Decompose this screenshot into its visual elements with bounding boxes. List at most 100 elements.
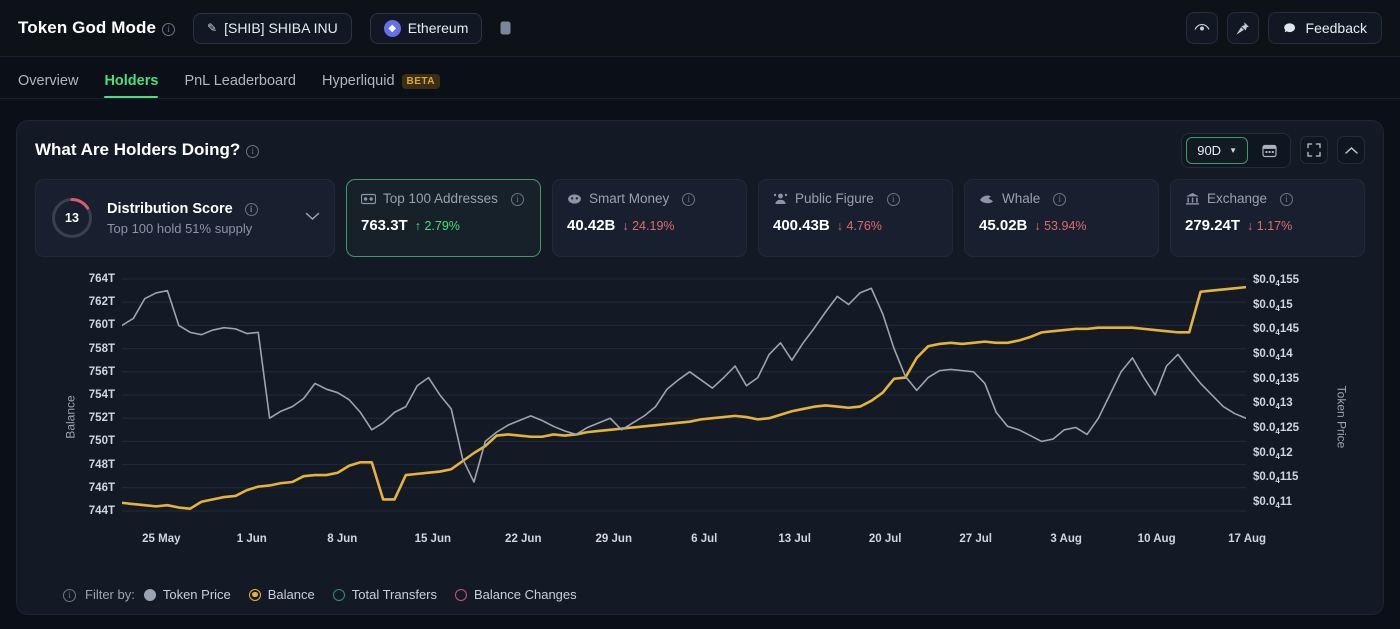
watchlist-eye-icon[interactable] (1185, 12, 1218, 44)
x-tick: 22 Jun (505, 533, 542, 545)
distribution-score-value: 13 (65, 211, 79, 225)
metric-change: ↓ 4.76% (836, 219, 882, 233)
pin-icon[interactable] (1226, 12, 1259, 44)
collapse-panel-icon[interactable] (1337, 136, 1365, 164)
time-range-select[interactable]: 90D ▼ (1186, 136, 1248, 164)
metric-label: Smart Money (589, 191, 670, 206)
filter-by-label: Filter by: (85, 587, 135, 602)
panel-title-info-icon[interactable] (246, 144, 260, 158)
metric-value: 400.43B (773, 217, 830, 234)
metric-card-smart-money[interactable]: Smart Money 40.42B ↓ 24.19% (552, 179, 747, 257)
chevron-down-icon: ▼ (1229, 145, 1237, 155)
distribution-score-text: Distribution Score Top 100 hold 51% supp… (107, 201, 284, 236)
metric-info-icon[interactable] (1280, 193, 1294, 206)
public-figure-icon (773, 192, 788, 205)
y2-tick: $0.04115 (1253, 471, 1299, 486)
metric-info-icon[interactable] (682, 193, 696, 206)
page-title: Token God Mode (18, 18, 157, 37)
tab-overview[interactable]: Overview (18, 73, 78, 98)
y2-tick: $0.0414 (1253, 347, 1293, 363)
token-selector-pill[interactable]: ✎ [SHIB] SHIBA INU (193, 12, 352, 44)
ethereum-icon: ◆ (383, 19, 401, 37)
panel-title: What Are Holders Doing? (35, 140, 241, 159)
panel-header: What Are Holders Doing? 90D ▼ (17, 121, 1383, 179)
page-title-info-icon[interactable] (162, 22, 176, 36)
metric-value: 45.02B (979, 217, 1028, 234)
metric-change: ↑ 2.79% (414, 219, 460, 233)
feedback-button[interactable]: Feedback (1267, 12, 1382, 44)
metric-label: Public Figure (795, 191, 874, 206)
copy-icon[interactable] (494, 15, 516, 41)
x-tick: 29 Jun (595, 533, 632, 545)
tab-holders[interactable]: Holders (104, 73, 159, 98)
chat-icon (1283, 22, 1295, 32)
top-bar: Token God Mode ✎ [SHIB] SHIBA INU ◆ Ethe… (0, 0, 1400, 57)
token-name: [SHIB] SHIBA INU (224, 20, 338, 36)
y2-tick: $0.0411 (1253, 495, 1293, 511)
y-tick: 758T (88, 342, 115, 355)
filter-balance[interactable]: Balance (248, 587, 315, 602)
y-tick: 760T (88, 319, 115, 332)
metric-info-icon[interactable] (510, 193, 524, 206)
filter-info-icon[interactable] (63, 589, 76, 602)
metric-card-exchange[interactable]: Exchange 279.24T ↓ 1.17% (1170, 179, 1365, 257)
metric-info-icon[interactable] (886, 193, 900, 206)
metric-card-top-100-addresses[interactable]: Top 100 Addresses 763.3T ↑ 2.79% (346, 179, 541, 257)
calendar-icon[interactable] (1252, 137, 1286, 164)
distribution-score-card[interactable]: 13 Distribution Score Top 100 hold 51% s… (35, 179, 335, 257)
y2-tick: $0.04135 (1253, 372, 1300, 387)
pencil-icon: ✎ (207, 21, 218, 35)
distribution-score-title: Distribution Score (107, 200, 233, 217)
distribution-score-info-icon[interactable] (244, 203, 258, 216)
metric-card-public-figure[interactable]: Public Figure 400.43B ↓ 4.76% (758, 179, 953, 257)
x-tick: 1 Jun (236, 533, 267, 545)
metric-value: 279.24T (1185, 217, 1241, 234)
chain-selector-pill[interactable]: ◆ Ethereum (369, 12, 483, 44)
holders-panel: What Are Holders Doing? 90D ▼ (16, 120, 1384, 615)
metric-info-icon[interactable] (1053, 193, 1067, 206)
tab-pnl-leaderboard-label: PnL Leaderboard (184, 73, 296, 89)
filter-total-transfers[interactable]: Total Transfers (332, 587, 437, 602)
metric-change: ↓ 1.17% (1247, 219, 1293, 233)
x-tick: 8 Jun (327, 533, 358, 545)
radio-icon (248, 588, 261, 601)
y2-tick: $0.04155 (1253, 273, 1300, 289)
x-tick: 10 Aug (1137, 533, 1176, 545)
fullscreen-icon[interactable] (1300, 136, 1328, 164)
x-tick: 25 May (142, 533, 181, 545)
metric-label: Whale (1002, 191, 1041, 206)
y-tick: 764T (88, 273, 115, 285)
chevron-down-icon[interactable] (297, 212, 320, 224)
tab-bar: Overview Holders PnL Leaderboard Hyperli… (0, 57, 1400, 99)
series-line-token-price (122, 288, 1246, 482)
y-tick: 750T (88, 435, 115, 448)
y-tick: 756T (88, 365, 115, 378)
series-line-balance (122, 287, 1246, 509)
metric-change: ↓ 53.94% (1034, 219, 1087, 233)
x-tick: 17 Aug (1228, 533, 1267, 545)
tab-hyperliquid[interactable]: Hyperliquid BETA (322, 73, 440, 98)
plot-area[interactable] (122, 267, 1246, 523)
filter-balance-changes[interactable]: Balance Changes (455, 587, 577, 602)
top100-icon (361, 193, 376, 205)
y-tick: 744T (88, 505, 115, 517)
tab-holders-label: Holders (104, 73, 159, 89)
y2-tick: $0.0415 (1253, 298, 1293, 313)
x-tick: 6 Jul (691, 533, 718, 545)
exchange-icon (1185, 192, 1200, 205)
filter-token-price[interactable]: Token Price (143, 587, 231, 602)
y-tick: 752T (88, 412, 115, 425)
metric-card-whale[interactable]: Whale 45.02B ↓ 53.94% (964, 179, 1159, 257)
chart-filter-legend: Filter by: Token Price Balance Total Tra… (17, 587, 1383, 602)
feedback-label: Feedback (1305, 20, 1367, 36)
y-axis-tick-labels: 764T 762T 760T 758T 756T 754T 752T 750T 748T 746T… (61, 267, 115, 523)
x-tick: 20 Jul (868, 533, 902, 545)
tab-pnl-leaderboard[interactable]: PnL Leaderboard (184, 73, 296, 98)
y2-tick: $0.0412 (1253, 446, 1293, 461)
metric-label: Top 100 Addresses (383, 191, 498, 206)
smart-money-icon (567, 193, 582, 205)
holders-chart: Balance Token Price 764T 762T 760T 758T 756T… (17, 267, 1383, 567)
x-tick: 3 Aug (1050, 533, 1082, 545)
metric-change: ↓ 24.19% (622, 219, 675, 233)
x-tick: 15 Jun (414, 533, 451, 545)
